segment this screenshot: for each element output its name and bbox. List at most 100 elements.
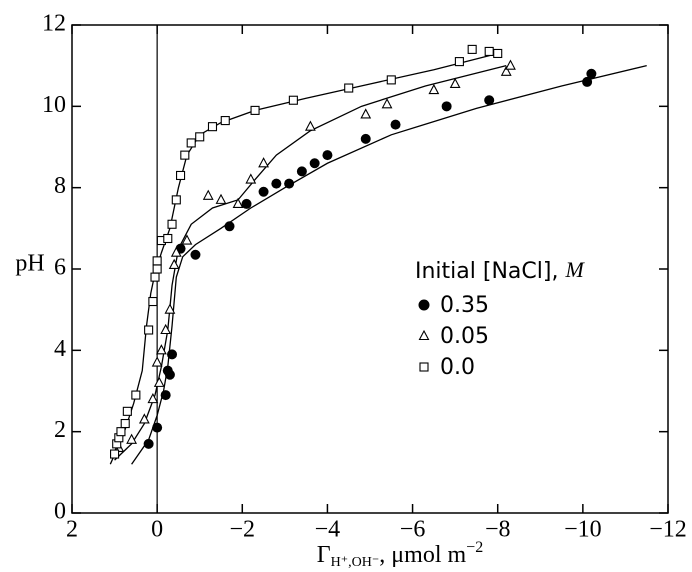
point (215, 193, 227, 204)
point (120, 418, 130, 429)
point (195, 132, 205, 142)
point (586, 68, 597, 79)
point (344, 83, 354, 93)
legend-title-text: Initial [NaCl], (415, 259, 565, 284)
point (176, 170, 186, 181)
y-tick-label: 0 (54, 499, 66, 525)
point (164, 369, 175, 380)
x-label-superscript: −2 (466, 539, 483, 556)
point (428, 83, 440, 95)
point (258, 157, 269, 168)
point (171, 195, 181, 205)
legend-label: 0.05 (440, 324, 489, 349)
legend-label: 0.35 (440, 293, 489, 318)
point (250, 105, 260, 115)
point (245, 173, 257, 184)
y-tick-label: 10 (42, 92, 66, 118)
point (454, 57, 464, 67)
x-axis-label: ΓH⁺,OH⁻, μmol m−2 (317, 539, 483, 571)
point (150, 272, 160, 282)
point (131, 390, 141, 400)
y-tick-label: 2 (54, 417, 66, 443)
x-tick-label: −8 (485, 517, 511, 543)
x-label-symbol: Γ (317, 542, 331, 568)
point (288, 95, 298, 105)
point (186, 138, 196, 148)
point (224, 221, 235, 232)
point (386, 75, 396, 85)
x-tick-label: −6 (400, 517, 426, 543)
point (151, 356, 163, 367)
point (220, 116, 230, 126)
legend-title-unit: M (564, 257, 585, 282)
point (160, 323, 172, 335)
point (143, 438, 154, 449)
point (441, 101, 452, 112)
legend-marker (419, 362, 429, 372)
point (360, 133, 371, 144)
fit-curve (131, 65, 647, 465)
point (152, 264, 162, 274)
legend-marker (418, 299, 430, 311)
legend-label: 0.0 (440, 355, 475, 380)
point (207, 122, 218, 132)
x-label-text: , μmol m (379, 542, 466, 568)
point (116, 427, 126, 437)
point (381, 98, 393, 109)
point (360, 108, 372, 119)
x-tick-label: −10 (564, 517, 602, 543)
point (271, 178, 282, 189)
point (110, 449, 120, 459)
x-tick-label: −12 (649, 517, 687, 543)
point (163, 233, 173, 244)
point (322, 150, 333, 161)
x-label-subscript: H⁺,OH⁻ (331, 555, 380, 570)
point (390, 119, 401, 130)
point (160, 390, 171, 401)
point (181, 234, 193, 245)
fit-curve (114, 65, 507, 461)
point (500, 65, 512, 76)
point (493, 48, 503, 59)
point (138, 413, 150, 424)
point (167, 349, 178, 360)
y-tick-label: 4 (54, 336, 66, 362)
legend-marker (418, 329, 430, 341)
point (284, 178, 295, 189)
point (304, 120, 316, 131)
point (148, 296, 158, 307)
point (484, 95, 495, 106)
y-tick-label: 6 (54, 255, 66, 281)
y-tick-label: 8 (54, 173, 66, 199)
point (467, 44, 477, 54)
x-tick-label: 2 (66, 517, 78, 543)
fit-curve (109, 52, 498, 465)
x-tick-label: −2 (230, 517, 256, 543)
point (202, 189, 214, 200)
point (155, 344, 167, 355)
point (170, 246, 182, 257)
point (582, 76, 593, 87)
point (505, 59, 516, 70)
point (232, 197, 244, 208)
point (167, 219, 177, 229)
point (164, 303, 176, 314)
point (122, 406, 132, 416)
y-axis-label: pH (15, 251, 44, 277)
point (152, 256, 162, 266)
point (449, 77, 461, 89)
x-tick-label: 0 (151, 517, 163, 543)
point (168, 258, 180, 269)
point (296, 166, 307, 177)
point (126, 433, 138, 444)
point (484, 46, 494, 56)
point (152, 422, 163, 433)
point (309, 158, 320, 169)
point (180, 150, 190, 160)
point (258, 186, 269, 197)
point (153, 376, 165, 387)
point (147, 392, 159, 404)
y-tick-label: 12 (42, 11, 66, 37)
x-tick-label: −4 (315, 517, 341, 543)
